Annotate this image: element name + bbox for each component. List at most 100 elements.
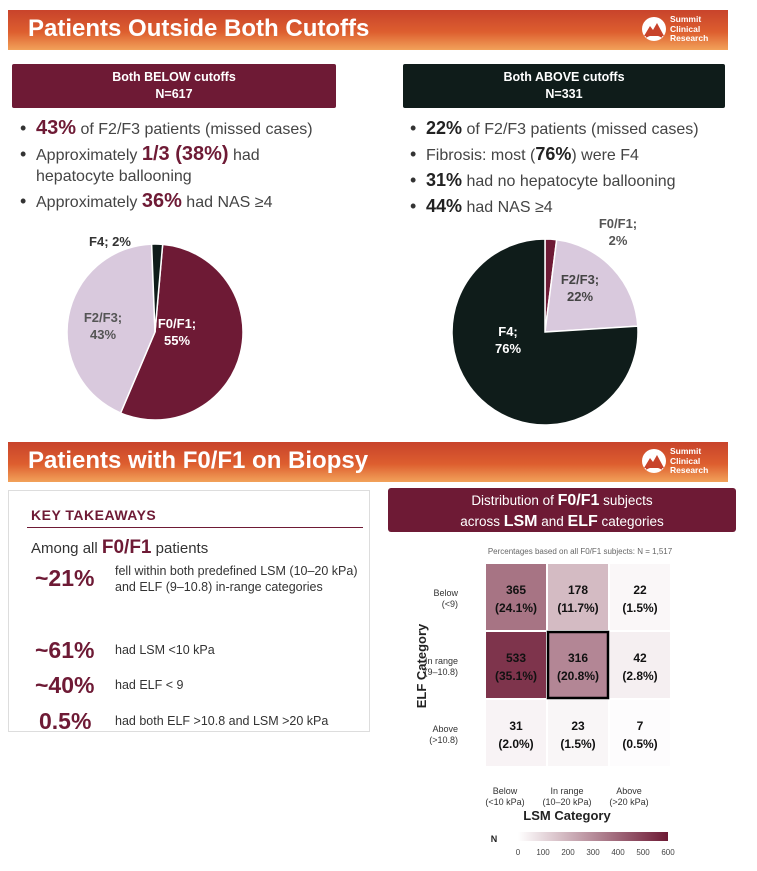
heatmap-cell xyxy=(548,632,608,698)
cell-percent: (0.5%) xyxy=(622,737,657,751)
x-tick-label: Below xyxy=(493,786,518,796)
distribution-header: Distribution of F0/F1 subjects across LS… xyxy=(388,488,736,532)
color-scale-tick: 100 xyxy=(536,848,550,857)
color-scale-bar xyxy=(518,832,668,841)
below-cutoffs-bullets: 43% of F2/F3 patients (missed cases) App… xyxy=(20,118,320,217)
above-cutoffs-pie-chart: F0/F1; 2% F2/F3; 22% F4; 76% xyxy=(451,216,639,426)
takeaway-text: had ELF < 9 xyxy=(115,678,184,692)
takeaway-text: fell within both predefined LSM (10–20 k… xyxy=(115,564,358,594)
x-tick-label: (10–20 kPa) xyxy=(542,797,591,807)
color-scale-label: N xyxy=(491,834,498,844)
heatmap-subtitle: Percentages based on all F0/F1 subjects:… xyxy=(488,547,673,556)
cell-count: 7 xyxy=(637,719,644,733)
cell-count: 23 xyxy=(571,719,585,733)
y-tick-label: Above xyxy=(432,724,458,734)
cell-count: 533 xyxy=(506,651,526,665)
takeaway-percent: ~40% xyxy=(35,672,95,698)
above-cutoffs-bullets: 22% of F2/F3 patients (missed cases) Fib… xyxy=(410,118,710,222)
below-cutoffs-header: Both BELOW cutoffs N=617 xyxy=(12,64,336,108)
cell-percent: (2.0%) xyxy=(498,737,533,751)
mountain-icon xyxy=(642,449,666,473)
pie-slice-f2-f3 xyxy=(66,243,156,414)
cell-percent: (1.5%) xyxy=(622,601,657,615)
heatmap-cell xyxy=(548,700,608,766)
takeaway-percent: ~21% xyxy=(35,565,95,591)
y-tick-label: (<9) xyxy=(442,599,458,609)
pie-slice-f4 xyxy=(150,243,164,333)
heatmap-cell xyxy=(486,632,546,698)
slice-value: 2% xyxy=(609,233,628,248)
above-cutoffs-header: Both ABOVE cutoffs N=331 xyxy=(403,64,725,108)
key-takeaways-title: KEY TAKEAWAYS xyxy=(31,507,157,523)
slice-value: 43% xyxy=(90,327,116,342)
cell-count: 42 xyxy=(633,651,647,665)
y-axis-title: ELF Category xyxy=(414,623,429,708)
cell-count: 178 xyxy=(568,583,588,597)
slice-label: F4; xyxy=(498,324,518,339)
summit-logo: Summit Clinical Research xyxy=(642,14,718,46)
color-scale-tick: 600 xyxy=(661,848,675,857)
bullet-item: 43% of F2/F3 patients (missed cases) xyxy=(20,118,320,140)
bullet-item: Approximately 1/3 (38%) had hepatocyte b… xyxy=(20,144,320,187)
y-tick-label: (>10.8) xyxy=(429,735,458,745)
pie-slice-f2-f3 xyxy=(544,238,639,333)
bullet-item: 22% of F2/F3 patients (missed cases) xyxy=(410,118,710,140)
logo-text: Summit Clinical Research xyxy=(670,446,709,475)
cell-percent: (2.8%) xyxy=(622,669,657,683)
bullet-item: 31% had no hepatocyte ballooning xyxy=(410,170,710,192)
x-tick-label: In range xyxy=(550,786,583,796)
slice-label: F4; 2% xyxy=(89,234,131,249)
cell-percent: (24.1%) xyxy=(495,601,537,615)
section1-banner: Patients Outside Both Cutoffs Summit Clin… xyxy=(8,10,728,50)
heatmap-cell xyxy=(548,564,608,630)
takeaways-intro: Among all F0/F1 patients xyxy=(31,537,209,558)
slice-label: F0/F1; xyxy=(158,316,196,331)
color-scale-tick: 200 xyxy=(561,848,575,857)
pie-slice-f4 xyxy=(451,238,639,426)
takeaway-text: had both ELF >10.8 and LSM >20 kPa xyxy=(115,714,329,728)
key-takeaways-panel: KEY TAKEAWAYS Among all F0/F1 patients ~… xyxy=(8,490,370,734)
lsm-elf-heatmap: Percentages based on all F0/F1 subjects:… xyxy=(414,547,675,857)
summit-logo: Summit Clinical Research xyxy=(642,446,718,478)
y-tick-label: (9–10.8) xyxy=(424,667,458,677)
slice-value: 22% xyxy=(567,289,593,304)
color-scale-tick: 500 xyxy=(636,848,650,857)
highlight-box xyxy=(546,630,610,700)
x-tick-label: (>20 kPa) xyxy=(609,797,648,807)
cell-count: 365 xyxy=(506,583,526,597)
cell-percent: (11.7%) xyxy=(557,601,598,615)
takeaway-text: had LSM <10 kPa xyxy=(115,643,215,657)
y-tick-label: In range xyxy=(425,656,458,666)
cell-count: 316 xyxy=(568,651,588,665)
pie-slice-f0-f1 xyxy=(119,243,244,421)
logo-text: Summit Clinical Research xyxy=(670,14,709,43)
mountain-icon xyxy=(642,17,666,41)
cell-percent: (35.1%) xyxy=(495,669,537,683)
slice-label: F0/F1; xyxy=(599,216,637,231)
color-scale-tick: 300 xyxy=(586,848,600,857)
section2-title: Patients with F0/F1 on Biopsy xyxy=(28,447,369,474)
takeaway-percent: 0.5% xyxy=(39,708,92,734)
below-cutoffs-pie-chart: F0/F1; 55% F2/F3; 43% F4; 2% xyxy=(66,234,244,421)
divider xyxy=(27,527,363,528)
cell-percent: (1.5%) xyxy=(560,737,595,751)
slice-value: 55% xyxy=(164,333,190,348)
cell-percent: (20.8%) xyxy=(557,669,599,683)
heatmap-cell xyxy=(610,564,670,630)
bullet-item: 44% had NAS ≥4 xyxy=(410,196,710,218)
slice-value: 76% xyxy=(495,341,521,356)
takeaway-percent: ~61% xyxy=(35,637,95,663)
color-scale-tick: 400 xyxy=(611,848,625,857)
bullet-item: Approximately 36% had NAS ≥4 xyxy=(20,191,320,213)
cell-count: 31 xyxy=(509,719,523,733)
y-tick-label: Below xyxy=(433,588,458,598)
heatmap-cell xyxy=(610,632,670,698)
section1-title: Patients Outside Both Cutoffs xyxy=(28,15,370,42)
slice-label: F2/F3; xyxy=(561,272,599,287)
color-scale-tick: 0 xyxy=(516,848,521,857)
x-tick-label: Above xyxy=(616,786,642,796)
x-axis-title: LSM Category xyxy=(523,808,611,823)
heatmap-cell xyxy=(610,700,670,766)
x-tick-label: (<10 kPa) xyxy=(485,797,524,807)
bullet-item: Fibrosis: most (76%) were F4 xyxy=(410,144,710,166)
